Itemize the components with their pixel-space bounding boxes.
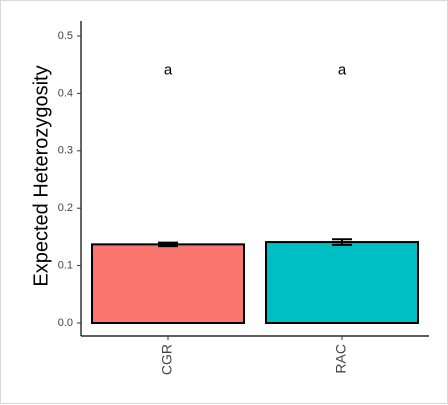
axes	[80, 21, 429, 337]
y-ticks: 0.0 0.1 0.2 0.3 0.4 0.5	[58, 30, 81, 329]
y-axis-label: Expected Heterozygosity	[30, 65, 52, 286]
bar-cgr	[91, 243, 245, 324]
x-ticks: CGR RAC	[159, 336, 349, 375]
significance-letter: a	[338, 61, 347, 78]
bar-rac	[265, 241, 419, 324]
y-tick-label: 0.4	[58, 87, 73, 99]
y-tick-label: 0.1	[58, 260, 73, 272]
y-tick-label: 0.3	[58, 145, 73, 157]
significance-letter: a	[164, 61, 173, 78]
y-tick-label: 0.2	[58, 202, 73, 214]
x-tick-label: RAC	[333, 344, 349, 374]
y-tick-label: 0.0	[58, 317, 73, 329]
x-tick-label: CGR	[159, 344, 175, 375]
y-tick-label: 0.5	[58, 30, 73, 42]
